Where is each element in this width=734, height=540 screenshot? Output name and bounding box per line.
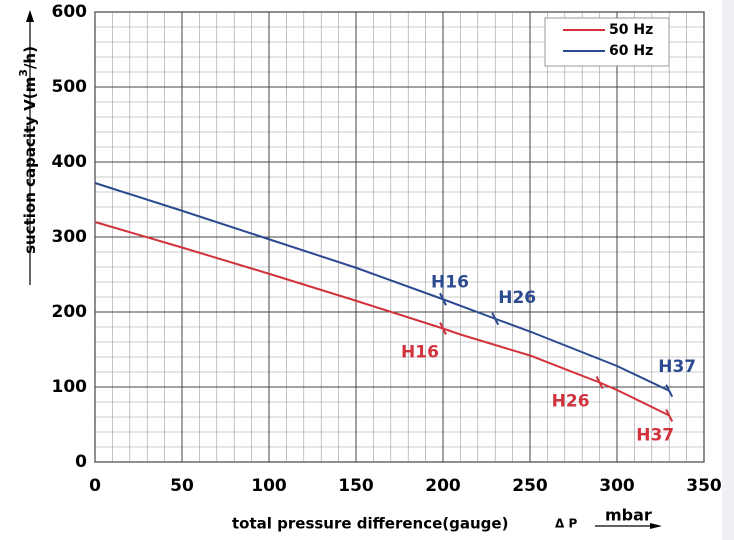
x-tick-label: 200 [425,476,461,496]
x-symbol: Δ P [555,517,577,531]
annotation-tick [595,376,604,389]
annotation-label: H37 [636,426,674,446]
annotation-tick [665,384,674,398]
x-axis-arrowhead [650,523,662,529]
y-tick-label: 400 [52,152,88,172]
x-tick-label: 50 [170,476,194,496]
y-tick-label: 500 [52,77,88,97]
side-strip [722,0,734,540]
x-tick-label: 0 [89,476,101,496]
annotation-tick [491,312,500,326]
annotation-tick [439,322,447,335]
series-line [94,221,670,417]
annotation-label: H16 [431,272,469,292]
y-tick-label: 300 [52,227,88,247]
x-axis-label: total pressure difference(gauge) [232,515,508,533]
annotation-label: H26 [552,392,590,412]
y-tick-label: 0 [75,452,87,472]
x-unit: mbar [605,506,652,525]
legend-label: 50 Hz [609,22,653,38]
x-tick-label: 300 [599,476,635,496]
y-tick-label: 100 [52,377,88,397]
annotation-tick [665,409,674,422]
x-tick-label: 150 [338,476,374,496]
annotation-tick [439,292,447,306]
y-tick-label: 600 [52,2,88,22]
y-label-sup: 3 [17,69,30,77]
legend-label: 60 Hz [609,43,653,59]
x-tick-label: 250 [512,476,548,496]
y-axis-arrowhead [26,10,34,22]
annotation-label: H16 [401,343,439,363]
x-tick-label: 100 [251,476,287,496]
y-axis-label: suction capacity V(m3/h) [17,46,39,254]
legend-box [544,17,670,67]
x-tick-label: 350 [686,476,722,496]
annotation-label: H37 [658,357,696,377]
y-tick-label: 200 [52,302,88,322]
annotation-label: H26 [498,288,536,308]
